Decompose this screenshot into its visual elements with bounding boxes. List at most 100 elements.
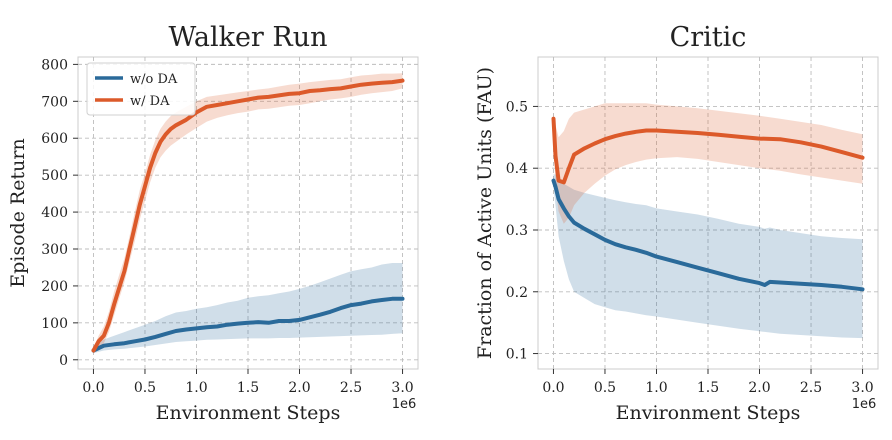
data-point-w-da	[237, 101, 239, 103]
data-point-w-da	[779, 138, 781, 140]
y-tick-label: 400	[41, 205, 68, 221]
data-point-w-da	[185, 119, 187, 121]
data-point-w-o-da	[697, 267, 699, 269]
y-tick-label: 0.5	[506, 99, 528, 115]
data-point-w-da	[718, 134, 720, 136]
data-point-w-o-da	[206, 327, 208, 329]
data-point-w-da	[821, 146, 823, 148]
data-point-w-o-da	[615, 243, 617, 245]
data-point-w-o-da	[340, 307, 342, 309]
y-tick-label: 100	[41, 316, 68, 332]
data-point-w-o-da	[330, 311, 332, 313]
data-point-w-o-da	[299, 319, 301, 321]
y-tick-label: 200	[41, 279, 68, 295]
data-point-w-da	[309, 90, 311, 92]
y-tick-label: 0	[59, 353, 68, 369]
data-point-w-da	[350, 86, 352, 88]
data-point-w-da	[584, 148, 586, 150]
data-point-w-o-da	[185, 329, 187, 331]
data-point-w-da	[206, 106, 208, 108]
data-point-w-da	[149, 167, 151, 169]
chart-title: Walker Run	[168, 22, 327, 53]
legend-box	[86, 62, 196, 116]
data-point-w-da	[563, 182, 565, 184]
data-point-w-o-da	[625, 247, 627, 249]
data-point-w-da	[381, 82, 383, 84]
data-point-w-o-da	[645, 252, 647, 254]
data-point-w-o-da	[764, 284, 766, 286]
data-point-w-o-da	[175, 330, 177, 332]
x-tick-label: 1.5	[237, 380, 259, 396]
series-line-w-o-da	[551, 178, 865, 292]
chart-walker-run: 0.0 0.5 1.0 1.5 2.0 2.5 3.0 0 100 200 300 400 500 600…	[7, 22, 419, 424]
data-point-w-da	[330, 88, 332, 90]
x-tick-label: 2.5	[800, 380, 822, 396]
data-point-w-da	[103, 335, 105, 337]
data-point-w-da	[361, 84, 363, 86]
data-point-w-o-da	[247, 322, 249, 324]
data-point-w-o-da	[656, 256, 658, 258]
data-point-w-da	[216, 104, 218, 106]
data-point-w-da	[247, 99, 249, 101]
data-point-w-o-da	[124, 342, 126, 344]
data-point-w-o-da	[563, 208, 565, 210]
data-point-w-o-da	[381, 299, 383, 301]
x-tick-label: 0.5	[594, 380, 616, 396]
data-point-w-o-da	[144, 339, 146, 341]
data-point-w-o-da	[584, 228, 586, 230]
data-point-w-da	[299, 92, 301, 94]
x-tick-label: 0.5	[134, 380, 156, 396]
data-point-w-o-da	[604, 239, 606, 241]
data-point-w-o-da	[237, 323, 239, 325]
x-tick-label: 3.0	[851, 380, 873, 396]
data-point-w-o-da	[268, 322, 270, 324]
data-point-w-o-da	[288, 320, 290, 322]
data-point-w-o-da	[196, 328, 198, 330]
data-point-w-da	[738, 136, 740, 138]
data-point-w-da	[555, 155, 557, 157]
data-point-w-da	[113, 304, 115, 306]
data-point-w-da	[594, 143, 596, 145]
data-point-w-o-da	[319, 314, 321, 316]
data-point-w-da	[165, 134, 167, 136]
data-point-w-o-da	[821, 284, 823, 286]
data-point-w-da	[134, 226, 136, 228]
data-point-w-o-da	[165, 333, 167, 335]
data-point-w-o-da	[594, 234, 596, 236]
data-point-w-o-da	[676, 261, 678, 263]
x-tick-label: 0.0	[542, 380, 564, 396]
y-tick-label: 0.4	[506, 161, 528, 177]
data-point-w-o-da	[769, 281, 771, 283]
data-point-w-da	[139, 204, 141, 206]
data-point-w-o-da	[278, 320, 280, 322]
data-point-w-o-da	[568, 216, 570, 218]
series-band-w-da	[93, 73, 403, 354]
x-tick-label: 0.0	[82, 380, 104, 396]
x-axis-label: Environment Steps	[156, 402, 341, 424]
data-point-w-da	[258, 97, 260, 99]
y-tick-label: 700	[41, 94, 68, 110]
x-axis-offset-label: 1e6	[392, 397, 417, 412]
data-point-w-da	[635, 131, 637, 133]
data-point-w-da	[268, 96, 270, 98]
data-point-w-da	[129, 248, 131, 250]
data-point-w-o-da	[553, 180, 555, 182]
data-point-w-da	[124, 270, 126, 272]
data-point-w-da	[93, 350, 95, 352]
data-point-w-da	[371, 83, 373, 85]
data-point-w-da	[288, 93, 290, 95]
series-line-w-o-da	[91, 296, 405, 353]
data-point-w-o-da	[258, 321, 260, 323]
data-point-w-o-da	[800, 283, 802, 285]
legend-label-w-o-da: w/o DA	[130, 72, 178, 87]
data-point-w-da	[645, 130, 647, 132]
data-point-w-o-da	[402, 298, 404, 300]
y-tick-label: 0.3	[506, 223, 528, 239]
data-point-w-o-da	[779, 282, 781, 284]
y-axis-label: Fraction of Active Units (FAU)	[474, 67, 496, 359]
data-point-w-da	[118, 287, 120, 289]
data-point-w-o-da	[573, 222, 575, 224]
data-point-w-da	[175, 125, 177, 127]
data-point-w-o-da	[558, 198, 560, 200]
